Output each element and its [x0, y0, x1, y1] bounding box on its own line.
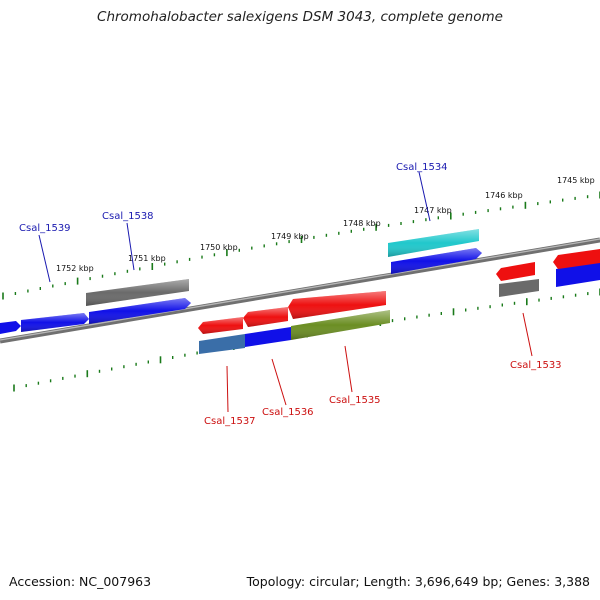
outer-scale-track — [2, 191, 600, 300]
genome-backbone-highlight — [0, 238, 600, 341]
kbp-scale-labels: 1752 kbp 1751 kbp 1750 kbp 1749 kbp 1748… — [56, 176, 595, 273]
gene-label-csal-1538[interactable]: Csal_1538 — [102, 211, 154, 222]
gene-arrow[interactable] — [553, 249, 600, 269]
gene-shading — [388, 229, 479, 257]
kbp-label-1752: 1752 kbp — [56, 264, 94, 273]
gene-shading — [198, 317, 243, 334]
kbp-label-1747: 1747 kbp — [414, 206, 452, 215]
gene-box-csal-1537[interactable] — [199, 334, 245, 354]
gene-shading — [288, 291, 386, 319]
kbp-label-1750: 1750 kbp — [200, 243, 238, 252]
gene-label-csal-1533[interactable]: Csal_1533 — [510, 360, 562, 371]
kbp-label-1749: 1749 kbp — [271, 232, 309, 241]
gene-arrow[interactable] — [496, 262, 535, 281]
gene-label-csal-1534[interactable]: Csal_1534 — [396, 162, 448, 173]
gene-label-csal-1536[interactable]: Csal_1536 — [262, 407, 314, 418]
gene-shading — [391, 248, 482, 274]
gene-shading — [243, 307, 288, 327]
genome-backbone — [0, 237, 600, 344]
kbp-label-1746: 1746 kbp — [485, 191, 523, 200]
gene-label-csal-1535[interactable]: Csal_1535 — [329, 395, 381, 406]
leader-line-csal-1537 — [226, 365, 229, 413]
kbp-label-1751: 1751 kbp — [128, 254, 166, 263]
gene-shading — [89, 298, 191, 324]
kbp-label-1745: 1745 kbp — [557, 176, 595, 185]
reverse-gene-labels: Csal_1537 Csal_1536 Csal_1535 Csal_1533 — [204, 360, 562, 427]
gene-shading — [86, 279, 189, 306]
gene-arrow[interactable] — [556, 262, 600, 287]
gene-shading — [21, 313, 89, 332]
leader-line-csal-1539 — [38, 234, 51, 283]
leader-line-csal-1535 — [344, 345, 353, 393]
leader-line-csal-1534 — [418, 171, 431, 222]
leader-line-csal-1536 — [271, 358, 287, 406]
accession-text: Accession: NC_007963 — [9, 574, 152, 589]
reverse-label-leaders — [226, 312, 533, 413]
leader-line-csal-1538 — [126, 222, 135, 271]
forward-strand-genes — [0, 229, 600, 334]
reverse-strand-genes — [198, 249, 600, 354]
gene-label-csal-1539[interactable]: Csal_1539 — [19, 223, 71, 234]
forward-label-leaders — [38, 171, 431, 283]
genome-summary-text: Topology: circular; Length: 3,696,649 bp… — [246, 574, 590, 589]
leader-line-csal-1533 — [522, 312, 533, 357]
kbp-label-1748: 1748 kbp — [343, 219, 381, 228]
gene-box[interactable] — [499, 279, 539, 297]
gene-shading — [291, 310, 390, 340]
genome-title: Chromohalobacter salexigens DSM 3043, co… — [97, 9, 503, 25]
gene-box-csal-1536[interactable] — [245, 327, 291, 347]
gene-label-csal-1537[interactable]: Csal_1537 — [204, 416, 256, 427]
forward-gene-labels: Csal_1539 Csal_1538 Csal_1534 — [19, 162, 448, 234]
gene-arrow[interactable] — [0, 321, 21, 334]
